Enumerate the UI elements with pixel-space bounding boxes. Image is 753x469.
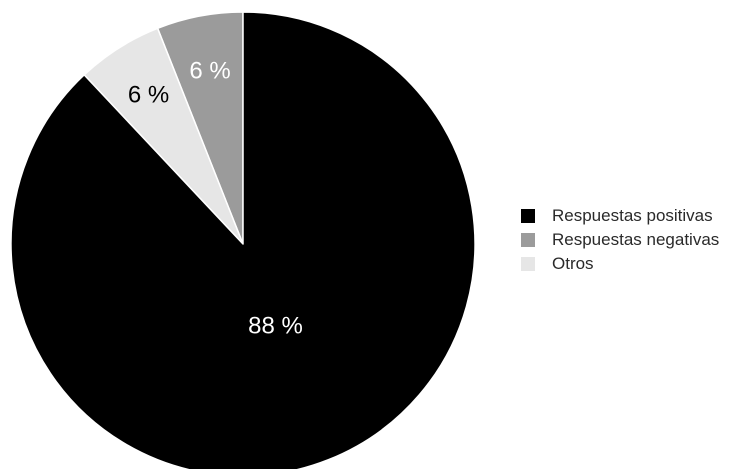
legend-swatch-respuestas-positivas bbox=[521, 208, 535, 223]
legend-item-respuestas-negativas: Respuestas negativas bbox=[521, 230, 719, 249]
legend-item-otros: Otros bbox=[521, 254, 719, 273]
legend-swatch-otros bbox=[521, 256, 535, 271]
legend-item-respuestas-positivas: Respuestas positivas bbox=[521, 206, 719, 225]
legend-label-otros: Otros bbox=[552, 253, 594, 273]
pie-slice-respuestas-positivas bbox=[10, 11, 476, 469]
pie-slices bbox=[10, 11, 476, 469]
pie-label-otros: 6 % bbox=[128, 82, 169, 109]
pie-label-respuestas-positivas: 88 % bbox=[248, 313, 303, 340]
pie-slice-labels: 6 % 6 % 88 % bbox=[128, 57, 303, 339]
legend-label-respuestas-positivas: Respuestas positivas bbox=[552, 205, 713, 225]
chart-legend: Respuestas positivas Respuestas negativa… bbox=[521, 206, 719, 273]
legend-swatch-respuestas-negativas bbox=[521, 232, 535, 247]
pie-label-respuestas-negativas: 6 % bbox=[189, 57, 230, 84]
legend-label-respuestas-negativas: Respuestas negativas bbox=[552, 229, 720, 249]
